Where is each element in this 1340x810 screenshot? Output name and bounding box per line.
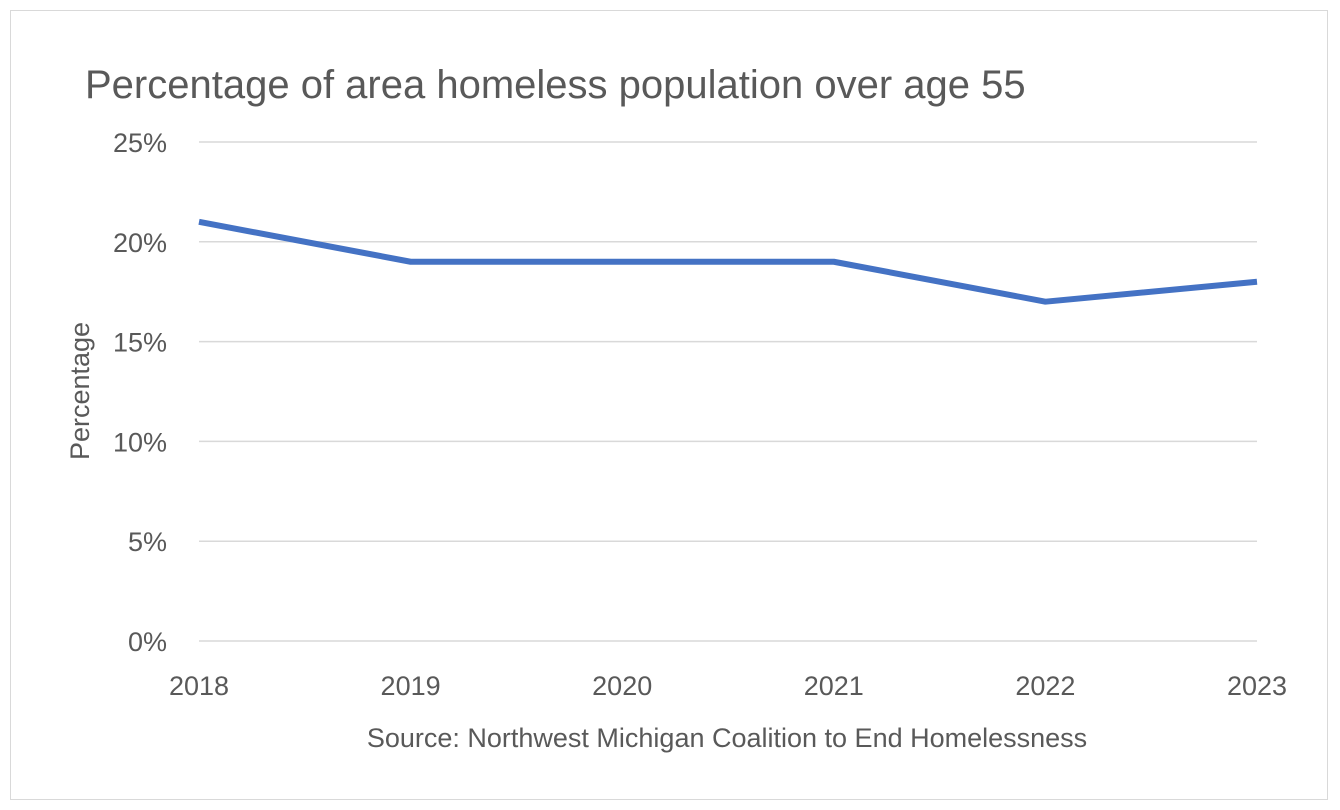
y-tick-label: 15%	[113, 328, 167, 358]
x-axis-ticks: 2018 2019 2020 2021 2022 2023	[169, 671, 1287, 701]
gridlines	[199, 141, 1257, 642]
x-tick-label: 2018	[169, 671, 229, 701]
y-tick-label: 5%	[128, 527, 167, 557]
x-tick-label: 2021	[804, 671, 864, 701]
y-tick-label: 20%	[113, 228, 167, 258]
series-lines	[198, 218, 1258, 305]
y-axis-label: Percentage	[65, 322, 95, 460]
series-line	[198, 218, 1258, 305]
chart-title: Percentage of area homeless population o…	[85, 63, 1026, 107]
y-tick-label: 0%	[128, 627, 167, 657]
x-tick-label: 2023	[1227, 671, 1287, 701]
y-tick-label: 25%	[113, 128, 167, 158]
y-axis-ticks: 0% 5% 10% 15% 20% 25%	[113, 128, 167, 657]
x-axis-label: Source: Northwest Michigan Coalition to …	[367, 723, 1087, 753]
x-tick-label: 2022	[1015, 671, 1075, 701]
x-tick-label: 2020	[592, 671, 652, 701]
x-tick-label: 2019	[381, 671, 441, 701]
y-tick-label: 10%	[113, 427, 167, 457]
